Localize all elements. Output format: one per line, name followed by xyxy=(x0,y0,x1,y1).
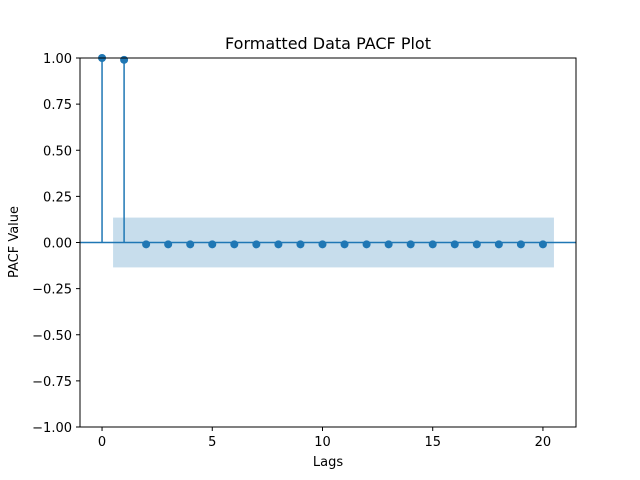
point-lag-19 xyxy=(516,240,525,249)
point-lag-8 xyxy=(274,240,283,249)
x-tick-label-0: 0 xyxy=(98,435,106,450)
y-tick-label-8: −1.00 xyxy=(32,421,72,436)
x-tick-label-5: 5 xyxy=(208,435,216,450)
point-lag-10 xyxy=(318,240,327,249)
y-tick-label-3: 0.25 xyxy=(43,190,72,205)
y-axis-label: PACF Value xyxy=(7,206,22,278)
y-tick-label-4: 0.00 xyxy=(43,237,72,252)
x-tick-label-20: 20 xyxy=(535,435,552,450)
point-lag-18 xyxy=(494,240,503,249)
point-lag-16 xyxy=(450,240,459,249)
point-lag-11 xyxy=(340,240,349,249)
point-lag-17 xyxy=(472,240,481,249)
y-tick-label-2: 0.50 xyxy=(43,144,72,159)
y-tick-label-5: −0.25 xyxy=(32,283,72,298)
chart-title: Formatted Data PACF Plot xyxy=(225,34,431,53)
point-lag-1 xyxy=(120,55,129,64)
point-lag-9 xyxy=(296,240,305,249)
y-tick-label-0: 1.00 xyxy=(43,52,72,67)
point-lag-15 xyxy=(428,240,437,249)
axes: 0 5 10 15 20 1.00 0.75 0.50 0.25 0.00 −0.25 −0.50 −0… xyxy=(32,52,577,450)
y-tick-label-7: −0.75 xyxy=(32,375,72,390)
point-lag-6 xyxy=(230,240,239,249)
point-lag-14 xyxy=(406,240,415,249)
point-lag-5 xyxy=(208,240,217,249)
point-lag-7 xyxy=(252,240,261,249)
point-lag-3 xyxy=(164,240,173,249)
point-lag-13 xyxy=(384,240,393,249)
y-tick-label-1: 0.75 xyxy=(43,98,72,113)
point-lag-12 xyxy=(362,240,371,249)
y-tick-label-6: −0.50 xyxy=(32,329,72,344)
point-lag-4 xyxy=(186,240,195,249)
x-axis-label: Lags xyxy=(313,455,343,470)
x-tick-label-10: 10 xyxy=(314,435,331,450)
point-lag-2 xyxy=(142,240,151,249)
point-lag-20 xyxy=(538,240,547,249)
plot-area xyxy=(80,54,576,268)
x-tick-label-15: 15 xyxy=(424,435,441,450)
